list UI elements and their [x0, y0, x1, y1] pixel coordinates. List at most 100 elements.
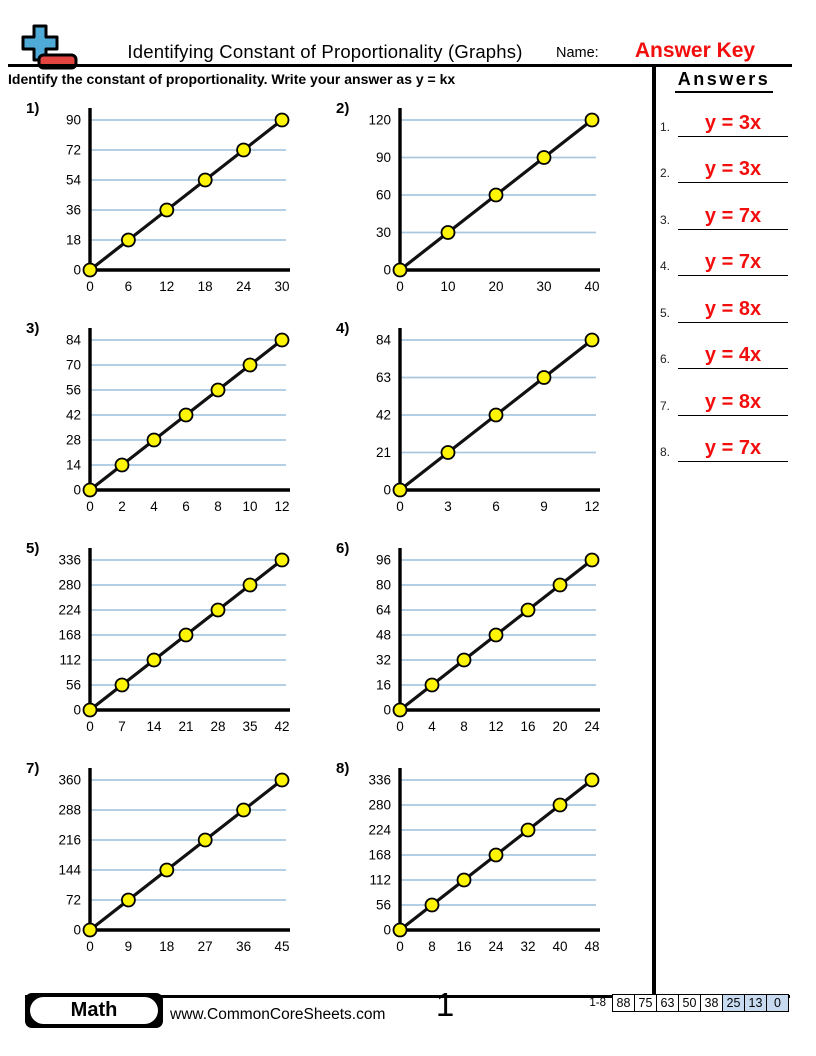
- proportionality-graph: 0 14 28 42 56 70 84 0 2 4 6 8 10 12: [66, 328, 290, 514]
- y-tick-label: 80: [376, 578, 391, 593]
- data-point: [178, 407, 194, 423]
- data-line: [89, 778, 283, 932]
- question-number: 7): [26, 760, 40, 777]
- data-point: [121, 232, 136, 248]
- x-tick-label: 12: [488, 719, 503, 734]
- x-tick-label: 3: [444, 499, 452, 514]
- data-point: [392, 922, 408, 938]
- y-tick-label: 64: [376, 603, 392, 618]
- answer-number: 1.: [660, 119, 671, 134]
- x-tick-label: 6: [182, 499, 190, 514]
- graph-cell: 1) 0 18 36 54 72 90 0 6 12 18 24 30: [20, 100, 320, 315]
- answer-number: 7.: [660, 398, 671, 413]
- answer-value: y = 7x: [678, 250, 788, 276]
- x-tick-label: 4: [428, 719, 436, 734]
- y-tick-label: 0: [383, 483, 391, 498]
- x-tick-label: 8: [460, 719, 468, 734]
- x-tick-label: 45: [274, 939, 289, 954]
- data-point: [424, 897, 440, 913]
- x-tick-label: 0: [396, 719, 404, 734]
- x-tick-label: 0: [396, 279, 404, 294]
- y-tick-label: 280: [368, 798, 391, 813]
- math-badge: Math: [25, 993, 163, 1028]
- data-point: [197, 832, 213, 848]
- data-point: [210, 602, 226, 618]
- y-tick-label: 16: [376, 678, 391, 693]
- y-tick-label: 90: [376, 150, 391, 165]
- data-point: [197, 172, 213, 188]
- data-point: [236, 142, 252, 158]
- data-point: [520, 822, 536, 838]
- graph-cell: 7) 0 72 144 216 288 360 0 9 18 27 36 45: [20, 760, 320, 975]
- answers-heading: Answers: [656, 69, 792, 93]
- x-tick-label: 2: [118, 499, 126, 514]
- y-tick-label: 70: [66, 358, 81, 373]
- question-number: 2): [336, 100, 350, 117]
- y-tick-label: 60: [376, 188, 391, 203]
- data-point: [121, 892, 136, 908]
- data-point: [552, 797, 568, 813]
- y-tick-label: 168: [58, 628, 81, 643]
- x-tick-label: 28: [210, 719, 225, 734]
- website-text: www.CommonCoreSheets.com: [170, 1006, 386, 1023]
- answer-row: 8. y = 7x: [656, 416, 792, 462]
- x-tick-label: 0: [86, 719, 94, 734]
- x-tick-label: 0: [396, 499, 404, 514]
- y-tick-label: 96: [376, 553, 391, 568]
- proportionality-graph: 0 18 36 54 72 90 0 6 12 18 24 30: [66, 108, 290, 294]
- y-tick-label: 72: [66, 893, 81, 908]
- answer-value: y = 7x: [678, 436, 788, 462]
- graph-cell: 3) 0 14 28 42 56 70 84 0 2 4 6 8 10 12: [20, 320, 320, 535]
- x-tick-label: 18: [198, 279, 213, 294]
- answer-number: 2.: [660, 166, 671, 180]
- x-tick-label: 21: [178, 719, 193, 734]
- answer-number: 6.: [660, 352, 671, 366]
- x-tick-label: 24: [236, 279, 252, 294]
- data-point: [210, 382, 226, 398]
- y-tick-label: 112: [369, 873, 391, 888]
- x-tick-label: 0: [86, 499, 94, 514]
- answer-value: y = 8x: [678, 297, 788, 323]
- data-point: [456, 872, 472, 888]
- x-tick-label: 10: [440, 279, 455, 294]
- question-number: 1): [26, 100, 40, 117]
- y-tick-label: 56: [376, 898, 391, 913]
- x-tick-label: 0: [86, 279, 94, 294]
- data-point: [242, 577, 258, 593]
- header-rule: [8, 64, 792, 67]
- y-tick-label: 336: [368, 773, 391, 788]
- answer-row: 4. y = 7x: [656, 230, 792, 276]
- x-tick-label: 27: [198, 939, 213, 954]
- x-tick-label: 18: [159, 939, 174, 954]
- name-label: Name:: [556, 45, 599, 61]
- answer-number: 8.: [660, 445, 671, 459]
- data-point: [146, 432, 162, 448]
- graph-cell: 4) 0 21 42 63 84 0 3 6 9 12: [330, 320, 630, 535]
- score-cell: 38: [700, 994, 723, 1012]
- answer-value: y = 4x: [678, 343, 788, 369]
- data-point: [520, 602, 536, 618]
- score-cell: 25: [722, 994, 745, 1012]
- x-tick-label: 8: [214, 499, 222, 514]
- y-tick-label: 28: [66, 433, 81, 448]
- y-tick-label: 120: [368, 113, 391, 128]
- data-point: [488, 187, 504, 203]
- data-point: [584, 552, 600, 568]
- data-line: [89, 118, 283, 272]
- data-point: [159, 202, 175, 218]
- x-tick-label: 6: [125, 279, 133, 294]
- data-point: [488, 847, 504, 863]
- y-tick-label: 42: [376, 408, 391, 423]
- x-tick-label: 4: [150, 499, 158, 514]
- x-tick-label: 30: [274, 279, 289, 294]
- x-tick-label: 10: [242, 499, 257, 514]
- y-tick-label: 90: [66, 113, 81, 128]
- data-point: [82, 702, 98, 718]
- answer-value: y = 3x: [678, 111, 788, 137]
- data-point: [236, 802, 252, 818]
- x-tick-label: 12: [159, 279, 174, 294]
- proportionality-graph: 0 21 42 63 84 0 3 6 9 12: [376, 328, 600, 514]
- proportionality-graph: 0 56 112 168 224 280 336 0 7 14 21 28 35 42: [58, 548, 290, 734]
- math-badge-label: Math: [30, 997, 158, 1024]
